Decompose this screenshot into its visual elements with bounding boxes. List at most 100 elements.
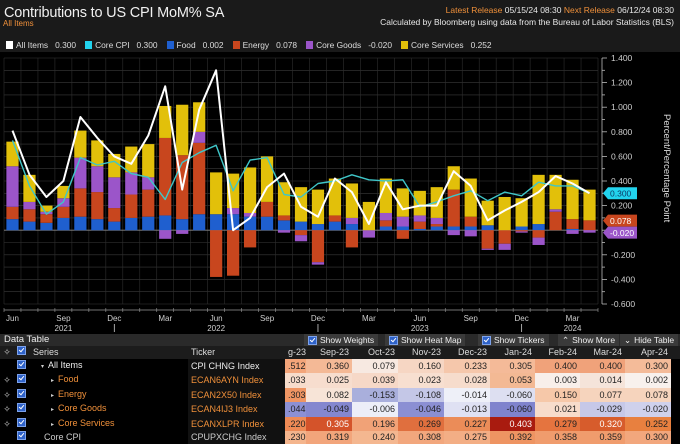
expand-arrow-icon[interactable]: ▸ — [51, 378, 55, 384]
bar-segment-core-goods — [311, 262, 325, 265]
row-checkbox[interactable] — [14, 359, 30, 374]
bar-segment-energy — [294, 230, 308, 236]
expand-arrow-icon[interactable]: ▸ — [51, 392, 55, 399]
bar-segment-core-goods — [498, 243, 511, 250]
end-value-label: -0.020 — [603, 226, 637, 239]
bar-segment-food — [379, 226, 392, 231]
month-column-header[interactable]: Nov-23 — [398, 346, 444, 359]
month-column-header[interactable]: g-23 — [285, 346, 306, 359]
row-checkbox[interactable] — [14, 373, 30, 388]
bar-segment-core-services — [345, 183, 359, 218]
series-column-header[interactable]: Series — [30, 346, 188, 359]
row-checkbox[interactable] — [14, 431, 30, 444]
bar-segment-energy — [260, 201, 274, 217]
collapse-arrow-icon[interactable]: ▾ — [41, 363, 45, 370]
month-column-header[interactable]: Feb-24 — [535, 346, 580, 359]
bar-segment-core-goods — [125, 172, 138, 195]
table-row[interactable]: ✧ ▸ Core Services ECANXLPR Index .220 0.305 0.… — [0, 416, 680, 432]
value-cell: -0.060 — [490, 387, 535, 402]
bar-segment-energy — [57, 206, 70, 218]
series-cell[interactable]: ▸ Food — [30, 373, 188, 388]
bar-segment-food — [193, 214, 206, 231]
ticker-cell[interactable]: ECANXLPR Index — [188, 416, 285, 431]
value-cell: 0.002 — [625, 373, 671, 388]
line-all-items — [11, 69, 590, 232]
ticker-cell[interactable]: CPUPXCHG Index — [188, 431, 285, 444]
bar-segment-core-goods — [193, 131, 206, 143]
move-handle-icon[interactable]: ✧ — [0, 346, 14, 359]
ticker-cell[interactable]: CPI CHNG Index — [188, 358, 285, 373]
show-tickers-toggle[interactable]: Show Tickers — [478, 334, 549, 346]
ticker-cell[interactable]: ECAN4IJ3 Index — [188, 402, 285, 417]
value-cell: 0.269 — [398, 416, 444, 431]
table-row[interactable]: Core CPI CPUPXCHG Index .230 0.319 0.240 0.30… — [0, 431, 680, 444]
value-cell: -0.108 — [398, 387, 444, 402]
bar-segment-core-goods — [176, 230, 189, 234]
bar-segment-core-goods — [74, 157, 87, 189]
legend-item[interactable]: Core Goods -0.020 — [306, 40, 392, 50]
show-heat-map-toggle[interactable]: Show Heat Map — [385, 334, 466, 346]
table-header-row: ✧ Series Ticker g-23 Sep-23 Oct-23 Nov-2… — [0, 346, 680, 359]
series-cell[interactable]: Core CPI — [30, 431, 188, 444]
bar-segment-core-goods — [430, 217, 443, 225]
bar-segment-energy — [277, 215, 291, 221]
legend-swatch — [85, 41, 93, 49]
row-checkbox[interactable] — [14, 402, 30, 417]
series-cell[interactable]: ▸ Core Goods — [30, 402, 188, 417]
table-row[interactable]: ✧ ▸ Food ECAN6AYN Index .033 0.025 0.039 0.023 0… — [0, 373, 680, 388]
row-checkbox[interactable] — [14, 388, 30, 403]
legend-item[interactable]: All Items 0.300 — [6, 40, 76, 50]
legend-item[interactable]: Energy 0.078 — [232, 40, 297, 50]
bar-segment-core-services — [210, 172, 223, 215]
month-column-header[interactable]: Dec-23 — [444, 346, 490, 359]
show-weights-toggle[interactable]: Show Weights — [304, 334, 379, 346]
ticker-column-header[interactable]: Ticker — [188, 346, 285, 359]
ticker-cell[interactable]: ECAN2X50 Index — [188, 387, 285, 402]
move-handle-icon[interactable]: ✧ — [3, 375, 11, 385]
move-handle-icon[interactable]: ✧ — [3, 418, 11, 429]
data-table: ✧ Series Ticker g-23 Sep-23 Oct-23 Nov-2… — [0, 346, 680, 444]
value-cell: .512 — [285, 358, 306, 373]
empty-cell — [0, 431, 14, 444]
bar-segment-core-goods — [294, 235, 308, 242]
month-column-header[interactable]: Sep-23 — [306, 346, 352, 359]
bar-segment-energy — [464, 216, 477, 227]
table-row[interactable]: ▾ All Items CPI CHNG Index .512 0.360 0.079 0.… — [0, 358, 680, 374]
move-handle-icon[interactable]: ✧ — [3, 389, 11, 400]
table-row[interactable]: ✧ ▸ Core Goods ECAN4IJ3 Index .044 -0.049 -0.0… — [0, 402, 680, 417]
weight-cell: 100.000 — [671, 358, 680, 373]
legend-item[interactable]: Food 0.002 — [166, 40, 224, 50]
bar-segment-core-goods — [566, 230, 579, 234]
weight-column-header[interactable]: Weight — [671, 346, 680, 359]
table-row[interactable]: ✧ ▸ Energy ECAN2X50 Index .303 0.082 -0.153 -0.… — [0, 387, 680, 403]
legend-name: Food — [176, 40, 196, 50]
x-tick-label: Jun — [6, 314, 19, 323]
checkbox-checked-icon — [389, 335, 398, 345]
bar-segment-food — [159, 215, 172, 231]
bar-segment-core-services — [40, 205, 53, 212]
month-column-header[interactable]: Apr-24 — [625, 346, 671, 359]
bar-segment-energy — [532, 230, 545, 238]
show-more-button[interactable]: ⌃ Show More — [558, 334, 620, 346]
legend-item[interactable]: Core CPI 0.300 — [85, 40, 158, 50]
hide-table-button[interactable]: ⌄ Hide Table — [620, 334, 679, 346]
move-handle-icon[interactable]: ✧ — [3, 404, 11, 414]
bar-segment-core-goods — [532, 237, 545, 245]
bar-segment-energy — [40, 214, 53, 223]
expand-arrow-icon[interactable]: ▸ — [51, 421, 55, 428]
bar-segment-food — [260, 216, 274, 231]
series-cell[interactable]: ▾ All Items — [30, 359, 188, 374]
x-tick-label: Jun — [413, 314, 426, 323]
checkbox-checked-icon — [17, 417, 26, 427]
series-cell[interactable]: ▸ Core Services — [30, 417, 188, 432]
expand-arrow-icon[interactable]: ▸ — [51, 407, 55, 413]
legend-item[interactable]: Core Services 0.252 — [401, 40, 492, 50]
month-column-header[interactable]: Mar-24 — [580, 346, 625, 359]
ticker-cell[interactable]: ECAN6AYN Index — [188, 373, 285, 388]
legend-swatch — [166, 41, 174, 49]
select-all-checkbox[interactable] — [14, 346, 30, 359]
month-column-header[interactable]: Jan-24 — [490, 346, 535, 359]
series-cell[interactable]: ▸ Energy — [30, 388, 188, 403]
row-checkbox[interactable] — [14, 417, 30, 432]
month-column-header[interactable]: Oct-23 — [352, 346, 398, 359]
